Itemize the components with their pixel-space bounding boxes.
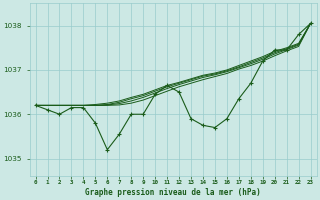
X-axis label: Graphe pression niveau de la mer (hPa): Graphe pression niveau de la mer (hPa)	[85, 188, 261, 197]
